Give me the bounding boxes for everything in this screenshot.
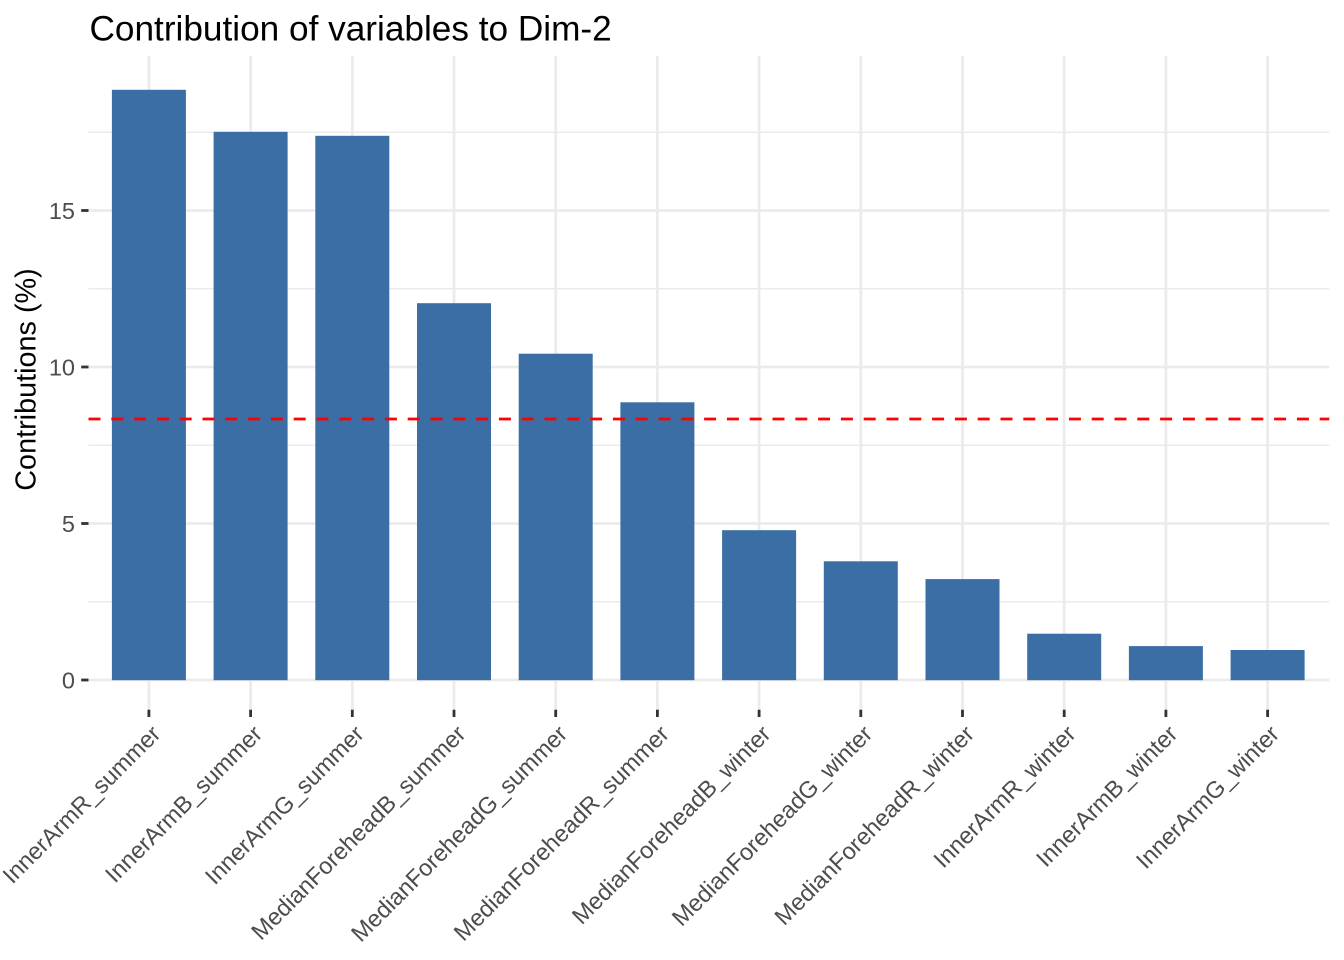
svg-text:0: 0 — [62, 668, 75, 694]
svg-text:Contributions (%): Contributions (%) — [11, 268, 43, 490]
svg-text:10: 10 — [49, 355, 75, 381]
svg-text:Contribution of variables to D: Contribution of variables to Dim-2 — [90, 10, 612, 49]
svg-text:5: 5 — [62, 511, 75, 537]
svg-text:15: 15 — [49, 198, 75, 224]
